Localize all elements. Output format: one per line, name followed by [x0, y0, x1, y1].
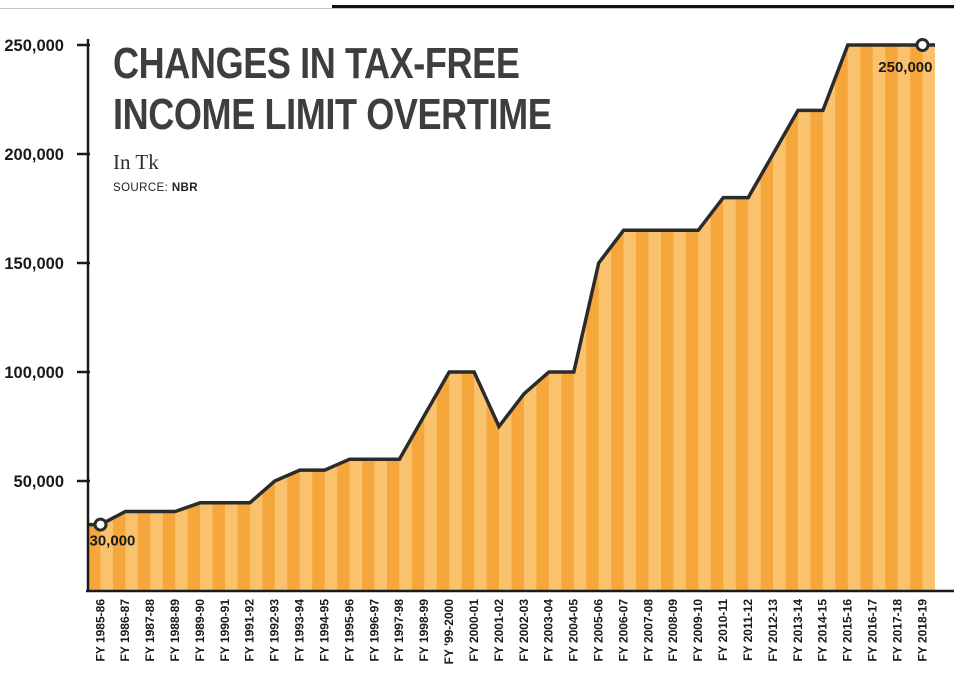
x-tick-label: FY 1985-86	[93, 599, 107, 662]
chart-source: SOURCE: NBR	[113, 182, 648, 194]
x-tick-label: FY 2008-09	[666, 599, 680, 662]
source-label: SOURCE:	[113, 182, 169, 194]
x-tick-label: FY 1992-93	[268, 599, 282, 662]
title-line-1: CHANGES IN TAX-FREE	[113, 39, 520, 88]
x-tick-label: FY 2016-17	[866, 599, 880, 662]
x-tick-label: FY 2001-02	[492, 599, 506, 662]
x-tick-label: FY 1986-87	[118, 599, 132, 662]
x-tick-label: FY 2002-03	[517, 599, 531, 662]
y-tick-label: 250,000	[4, 37, 64, 55]
x-tick-label: FY 2000-01	[467, 599, 481, 662]
chart-title: CHANGES IN TAX-FREE INCOME LIMIT OVERTIM…	[113, 38, 552, 140]
x-axis-labels: FY 1985-86 FY 1986-87 FY 1987-88 FY 1988-89…	[93, 599, 929, 665]
chart-header: CHANGES IN TAX-FREE INCOME LIMIT OVERTIM…	[113, 38, 648, 194]
chart-unit-label: In Tk	[113, 150, 159, 174]
x-tick-label: FY 2004-05	[567, 599, 581, 662]
x-tick-label: FY 2006-07	[616, 599, 630, 662]
x-tick-label: FY 1991-92	[243, 599, 257, 662]
x-tick-label: FY 1990-91	[218, 599, 232, 662]
x-tick-label: FY 2014-15	[816, 599, 830, 662]
x-tick-label: FY 2015-16	[841, 599, 855, 662]
x-tick-label: FY 2011-12	[741, 599, 755, 661]
title-line-2: INCOME LIMIT OVERTIME	[113, 90, 552, 139]
x-tick-label: FY 1995-96	[342, 599, 356, 662]
x-tick-label: FY 1994-95	[318, 599, 332, 662]
annotations: 30,000 250,000	[90, 38, 933, 550]
x-tick-label: FY 1987-88	[143, 599, 157, 662]
x-tick-label: FY 2018-19	[915, 599, 929, 662]
source-value: NBR	[171, 182, 198, 194]
x-tick-label: FY '99-2000	[442, 599, 456, 665]
x-tick-label: FY 2013-14	[791, 599, 805, 662]
trend-line	[88, 43, 935, 527]
x-tick-label: FY 2017-18	[890, 599, 904, 662]
x-tick-label: FY 2005-06	[592, 599, 606, 662]
y-axis-ticks: 50,000 100,000 150,000 200,000 250,000	[4, 37, 90, 491]
point-marker	[93, 517, 108, 532]
top-rule-gray	[0, 8, 954, 9]
x-tick-label: FY 2007-08	[641, 599, 655, 662]
x-tick-label: FY 2010-11	[716, 599, 730, 661]
x-tick-label: FY 1988-89	[168, 599, 182, 662]
top-rule-black	[332, 5, 954, 8]
area-fill	[88, 45, 935, 590]
y-tick-label: 50,000	[14, 473, 64, 491]
value-label: 30,000	[90, 533, 136, 550]
x-tick-label: FY 2009-10	[691, 599, 705, 662]
y-tick-label: 150,000	[4, 255, 64, 273]
x-tick-label: FY 1989-90	[193, 599, 207, 662]
point-marker	[915, 38, 930, 52]
y-tick-label: 200,000	[4, 146, 64, 164]
x-tick-label: FY 2012-13	[766, 599, 780, 662]
axes	[86, 39, 954, 593]
x-tick-label: FY 1996-97	[367, 599, 381, 662]
x-tick-label: FY 1998-99	[417, 599, 431, 662]
value-label: 250,000	[878, 59, 932, 76]
x-tick-label: FY 2003-04	[542, 599, 556, 662]
x-tick-label: FY 1997-98	[392, 599, 406, 662]
x-tick-label: FY 1993-94	[293, 599, 307, 662]
y-tick-label: 100,000	[4, 364, 64, 382]
